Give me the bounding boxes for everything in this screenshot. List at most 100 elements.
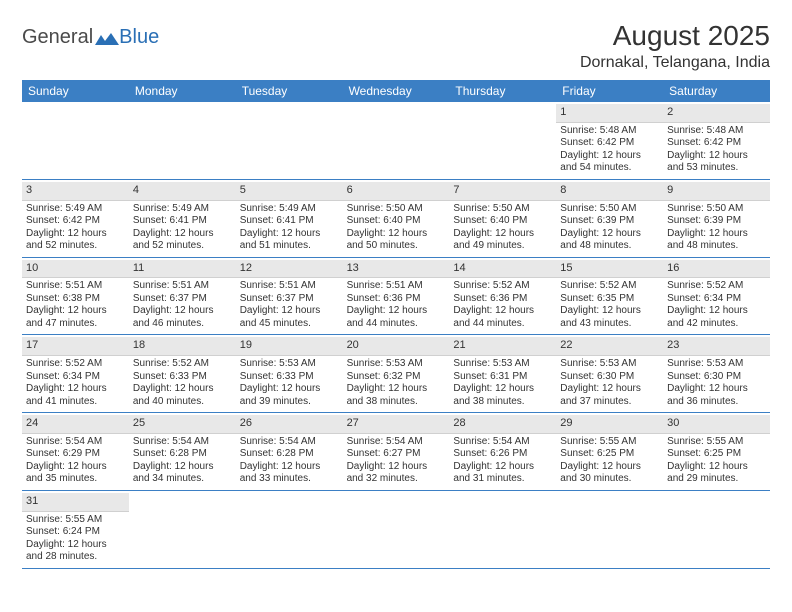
daylight-text: Daylight: 12 hours and 49 minutes. (453, 228, 552, 253)
sunrise-text: Sunrise: 5:51 AM (26, 280, 125, 293)
day-number: 24 (22, 415, 129, 434)
day-number: 14 (449, 260, 556, 279)
calendar-cell-empty (343, 102, 450, 179)
location: Dornakal, Telangana, India (580, 54, 770, 72)
week-row: 24Sunrise: 5:54 AMSunset: 6:29 PMDayligh… (22, 413, 770, 491)
calendar-cell: 9Sunrise: 5:50 AMSunset: 6:39 PMDaylight… (663, 180, 770, 257)
daylight-text: Daylight: 12 hours and 51 minutes. (240, 228, 339, 253)
day-number: 23 (663, 337, 770, 356)
calendar-cell-empty (449, 491, 556, 568)
daylight-text: Daylight: 12 hours and 45 minutes. (240, 305, 339, 330)
calendar-cell-empty (343, 491, 450, 568)
daylight-text: Daylight: 12 hours and 42 minutes. (667, 305, 766, 330)
day-number (236, 493, 343, 511)
sunset-text: Sunset: 6:31 PM (453, 371, 552, 384)
daylight-text: Daylight: 12 hours and 34 minutes. (133, 461, 232, 486)
sunset-text: Sunset: 6:42 PM (26, 215, 125, 228)
day-number: 18 (129, 337, 236, 356)
sunrise-text: Sunrise: 5:54 AM (453, 436, 552, 449)
sunrise-text: Sunrise: 5:53 AM (560, 358, 659, 371)
calendar-cell: 18Sunrise: 5:52 AMSunset: 6:33 PMDayligh… (129, 335, 236, 412)
sunrise-text: Sunrise: 5:52 AM (26, 358, 125, 371)
calendar-cell-empty (22, 102, 129, 179)
sunset-text: Sunset: 6:34 PM (26, 371, 125, 384)
calendar-cell-empty (129, 102, 236, 179)
sunrise-text: Sunrise: 5:53 AM (453, 358, 552, 371)
calendar-cell: 11Sunrise: 5:51 AMSunset: 6:37 PMDayligh… (129, 258, 236, 335)
calendar-cell-empty (556, 491, 663, 568)
weeks-container: 1Sunrise: 5:48 AMSunset: 6:42 PMDaylight… (22, 102, 770, 569)
daylight-text: Daylight: 12 hours and 28 minutes. (26, 539, 125, 564)
day-number (343, 104, 450, 122)
sunset-text: Sunset: 6:42 PM (667, 137, 766, 150)
day-number (343, 493, 450, 511)
weekday-header: Wednesday (343, 80, 450, 102)
day-number: 25 (129, 415, 236, 434)
calendar: SundayMondayTuesdayWednesdayThursdayFrid… (22, 80, 770, 569)
calendar-cell: 1Sunrise: 5:48 AMSunset: 6:42 PMDaylight… (556, 102, 663, 179)
day-number: 6 (343, 182, 450, 201)
calendar-cell: 23Sunrise: 5:53 AMSunset: 6:30 PMDayligh… (663, 335, 770, 412)
sunrise-text: Sunrise: 5:52 AM (667, 280, 766, 293)
calendar-cell: 29Sunrise: 5:55 AMSunset: 6:25 PMDayligh… (556, 413, 663, 490)
calendar-cell: 3Sunrise: 5:49 AMSunset: 6:42 PMDaylight… (22, 180, 129, 257)
day-number: 19 (236, 337, 343, 356)
weekday-header: Thursday (449, 80, 556, 102)
sunrise-text: Sunrise: 5:54 AM (347, 436, 446, 449)
daylight-text: Daylight: 12 hours and 50 minutes. (347, 228, 446, 253)
daylight-text: Daylight: 12 hours and 30 minutes. (560, 461, 659, 486)
day-number: 8 (556, 182, 663, 201)
sunrise-text: Sunrise: 5:53 AM (347, 358, 446, 371)
sunset-text: Sunset: 6:25 PM (560, 448, 659, 461)
week-row: 17Sunrise: 5:52 AMSunset: 6:34 PMDayligh… (22, 335, 770, 413)
calendar-cell-empty (236, 102, 343, 179)
header: General Blue August 2025 Dornakal, Telan… (22, 20, 770, 72)
sunrise-text: Sunrise: 5:51 AM (133, 280, 232, 293)
sunset-text: Sunset: 6:39 PM (667, 215, 766, 228)
sunset-text: Sunset: 6:28 PM (133, 448, 232, 461)
daylight-text: Daylight: 12 hours and 35 minutes. (26, 461, 125, 486)
sunset-text: Sunset: 6:40 PM (453, 215, 552, 228)
calendar-cell: 26Sunrise: 5:54 AMSunset: 6:28 PMDayligh… (236, 413, 343, 490)
day-number: 29 (556, 415, 663, 434)
sunrise-text: Sunrise: 5:54 AM (26, 436, 125, 449)
daylight-text: Daylight: 12 hours and 38 minutes. (453, 383, 552, 408)
sunset-text: Sunset: 6:36 PM (453, 293, 552, 306)
daylight-text: Daylight: 12 hours and 52 minutes. (26, 228, 125, 253)
daylight-text: Daylight: 12 hours and 31 minutes. (453, 461, 552, 486)
daylight-text: Daylight: 12 hours and 46 minutes. (133, 305, 232, 330)
sunset-text: Sunset: 6:40 PM (347, 215, 446, 228)
page: General Blue August 2025 Dornakal, Telan… (0, 0, 792, 589)
day-number: 7 (449, 182, 556, 201)
logo-flag-icon (95, 30, 119, 46)
sunrise-text: Sunrise: 5:51 AM (347, 280, 446, 293)
month-title: August 2025 (580, 20, 770, 52)
calendar-cell-empty (236, 491, 343, 568)
day-number: 2 (663, 104, 770, 123)
sunrise-text: Sunrise: 5:53 AM (240, 358, 339, 371)
calendar-cell: 8Sunrise: 5:50 AMSunset: 6:39 PMDaylight… (556, 180, 663, 257)
sunrise-text: Sunrise: 5:54 AM (240, 436, 339, 449)
sunset-text: Sunset: 6:33 PM (133, 371, 232, 384)
sunrise-text: Sunrise: 5:48 AM (560, 125, 659, 138)
daylight-text: Daylight: 12 hours and 44 minutes. (347, 305, 446, 330)
sunset-text: Sunset: 6:42 PM (560, 137, 659, 150)
day-number (22, 104, 129, 122)
calendar-cell-empty (449, 102, 556, 179)
weekday-header: Monday (129, 80, 236, 102)
calendar-cell: 10Sunrise: 5:51 AMSunset: 6:38 PMDayligh… (22, 258, 129, 335)
day-number: 4 (129, 182, 236, 201)
day-number: 16 (663, 260, 770, 279)
calendar-cell: 24Sunrise: 5:54 AMSunset: 6:29 PMDayligh… (22, 413, 129, 490)
day-number (129, 493, 236, 511)
day-number: 9 (663, 182, 770, 201)
day-number (556, 493, 663, 511)
sunrise-text: Sunrise: 5:52 AM (560, 280, 659, 293)
sunrise-text: Sunrise: 5:49 AM (26, 203, 125, 216)
sunset-text: Sunset: 6:35 PM (560, 293, 659, 306)
calendar-cell: 31Sunrise: 5:55 AMSunset: 6:24 PMDayligh… (22, 491, 129, 568)
calendar-cell: 30Sunrise: 5:55 AMSunset: 6:25 PMDayligh… (663, 413, 770, 490)
daylight-text: Daylight: 12 hours and 36 minutes. (667, 383, 766, 408)
sunrise-text: Sunrise: 5:52 AM (453, 280, 552, 293)
daylight-text: Daylight: 12 hours and 40 minutes. (133, 383, 232, 408)
